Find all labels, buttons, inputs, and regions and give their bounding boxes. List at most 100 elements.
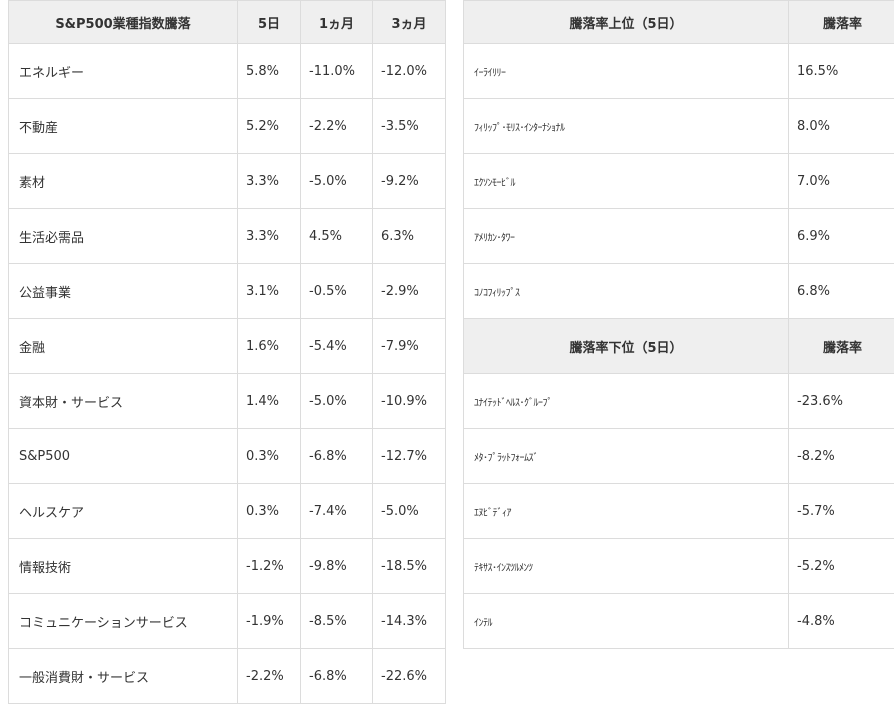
sector-5d-value: 1.4% bbox=[237, 373, 301, 429]
sector-5d-value: 0.3% bbox=[237, 483, 301, 539]
bottom-stock-name: ｴﾇﾋﾞﾃﾞｨｱ bbox=[463, 483, 789, 539]
sector-5d-value: 5.8% bbox=[237, 43, 301, 99]
sector-5d-value: 5.2% bbox=[237, 98, 301, 154]
sector-row: S&P500 0.3% -6.8% -12.7% bbox=[8, 428, 446, 484]
sector-3m-value: -12.0% bbox=[372, 43, 446, 99]
sector-3m-value: -14.3% bbox=[372, 593, 446, 649]
sector-row: 不動産 5.2% -2.2% -3.5% bbox=[8, 98, 446, 154]
top-change-value: 7.0% bbox=[788, 153, 894, 209]
sector-1m-value: -5.0% bbox=[300, 373, 373, 429]
sector-row: 資本財・サービス 1.4% -5.0% -10.9% bbox=[8, 373, 446, 429]
sector-3m-value: -2.9% bbox=[372, 263, 446, 319]
sector-3m-value: -7.9% bbox=[372, 318, 446, 374]
bottom-change-value: -5.7% bbox=[788, 483, 894, 539]
bottom-header-row: 騰落率下位（5日） 騰落率 bbox=[463, 318, 894, 374]
top-header-value: 騰落率 bbox=[788, 0, 894, 44]
ranking-table-body: ｲｰﾗｲﾘﾘｰ 16.5% ﾌｨﾘｯﾌﾟ･ﾓﾘｽ･ｲﾝﾀｰﾅｼｮﾅﾙ 8.0% ｴｸｿﾝ… bbox=[463, 43, 894, 649]
top-stock-name: ﾌｨﾘｯﾌﾟ･ﾓﾘｽ･ｲﾝﾀｰﾅｼｮﾅﾙ bbox=[463, 98, 789, 154]
top-change-value: 8.0% bbox=[788, 98, 894, 154]
sector-row: 素材 3.3% -5.0% -9.2% bbox=[8, 153, 446, 209]
bottom-row: ｲﾝﾃﾙ -4.8% bbox=[463, 593, 894, 649]
sector-name: 素材 bbox=[8, 153, 238, 209]
bottom-change-value: -5.2% bbox=[788, 538, 894, 594]
bottom-stock-name: ｲﾝﾃﾙ bbox=[463, 593, 789, 649]
sector-name: 金融 bbox=[8, 318, 238, 374]
bottom-stock-name: ﾃｷｻｽ･ｲﾝｽﾂﾙﾒﾝﾂ bbox=[463, 538, 789, 594]
sector-1m-value: 4.5% bbox=[300, 208, 373, 264]
bottom-header-name: 騰落率下位（5日） bbox=[463, 318, 789, 374]
bottom-change-value: -4.8% bbox=[788, 593, 894, 649]
top-change-value: 6.9% bbox=[788, 208, 894, 264]
top-stock-name: ｺﾉｺﾌｨﾘｯﾌﾟｽ bbox=[463, 263, 789, 319]
sector-row: 公益事業 3.1% -0.5% -2.9% bbox=[8, 263, 446, 319]
sector-5d-value: -1.2% bbox=[237, 538, 301, 594]
sector-name: 公益事業 bbox=[8, 263, 238, 319]
sector-table-body: エネルギー 5.8% -11.0% -12.0% 不動産 5.2% -2.2% -3.5% 素材… bbox=[8, 43, 446, 704]
sector-row: 情報技術 -1.2% -9.8% -18.5% bbox=[8, 538, 446, 594]
sector-row: エネルギー 5.8% -11.0% -12.0% bbox=[8, 43, 446, 99]
sector-1m-value: -7.4% bbox=[300, 483, 373, 539]
sector-row: ヘルスケア 0.3% -7.4% -5.0% bbox=[8, 483, 446, 539]
top-stock-name: ｲｰﾗｲﾘﾘｰ bbox=[463, 43, 789, 99]
sector-1m-value: -6.8% bbox=[300, 428, 373, 484]
bottom-row: ﾃｷｻｽ･ｲﾝｽﾂﾙﾒﾝﾂ -5.2% bbox=[463, 538, 894, 594]
sector-1m-value: -9.8% bbox=[300, 538, 373, 594]
top-stock-name: ｱﾒﾘｶﾝ･ﾀﾜｰ bbox=[463, 208, 789, 264]
sector-header-3m: 3ヵ月 bbox=[372, 0, 446, 44]
sector-1m-value: -8.5% bbox=[300, 593, 373, 649]
bottom-stock-name: ﾒﾀ･ﾌﾟﾗｯﾄﾌｫｰﾑｽﾞ bbox=[463, 428, 789, 484]
sector-header-1m: 1ヵ月 bbox=[300, 0, 373, 44]
sector-1m-value: -6.8% bbox=[300, 648, 373, 704]
bottom-change-value: -23.6% bbox=[788, 373, 894, 429]
top-row: ｲｰﾗｲﾘﾘｰ 16.5% bbox=[463, 43, 894, 99]
sector-header-row: S&P500業種指数騰落 5日 1ヵ月 3ヵ月 bbox=[8, 0, 446, 44]
sector-name: コミュニケーションサービス bbox=[8, 593, 238, 649]
top-header-row: 騰落率上位（5日） 騰落率 bbox=[463, 0, 894, 44]
sector-5d-value: 3.3% bbox=[237, 208, 301, 264]
top-header-name: 騰落率上位（5日） bbox=[463, 0, 789, 44]
top-stock-name: ｴｸｿﾝﾓｰﾋﾞﾙ bbox=[463, 153, 789, 209]
sector-name: 情報技術 bbox=[8, 538, 238, 594]
sector-1m-value: -2.2% bbox=[300, 98, 373, 154]
sector-5d-value: 3.1% bbox=[237, 263, 301, 319]
sector-1m-value: -5.4% bbox=[300, 318, 373, 374]
bottom-change-value: -8.2% bbox=[788, 428, 894, 484]
sector-name: 一般消費財・サービス bbox=[8, 648, 238, 704]
bottom-row: ﾕﾅｲﾃｯﾄﾞﾍﾙｽ･ｸﾞﾙｰﾌﾟ -23.6% bbox=[463, 373, 894, 429]
top-row: ｱﾒﾘｶﾝ･ﾀﾜｰ 6.9% bbox=[463, 208, 894, 264]
sector-name: S&P500 bbox=[8, 428, 238, 484]
sector-header-name: S&P500業種指数騰落 bbox=[8, 0, 238, 44]
top-change-value: 6.8% bbox=[788, 263, 894, 319]
sector-3m-value: 6.3% bbox=[372, 208, 446, 264]
sector-row: 一般消費財・サービス -2.2% -6.8% -22.6% bbox=[8, 648, 446, 704]
sector-name: ヘルスケア bbox=[8, 483, 238, 539]
sector-index-table: S&P500業種指数騰落 5日 1ヵ月 3ヵ月 エネルギー 5.8% -11.0% -… bbox=[8, 0, 446, 704]
sector-5d-value: -2.2% bbox=[237, 648, 301, 704]
sector-row: コミュニケーションサービス -1.9% -8.5% -14.3% bbox=[8, 593, 446, 649]
sector-3m-value: -22.6% bbox=[372, 648, 446, 704]
sector-1m-value: -5.0% bbox=[300, 153, 373, 209]
top-row: ﾌｨﾘｯﾌﾟ･ﾓﾘｽ･ｲﾝﾀｰﾅｼｮﾅﾙ 8.0% bbox=[463, 98, 894, 154]
sector-row: 金融 1.6% -5.4% -7.9% bbox=[8, 318, 446, 374]
sector-1m-value: -0.5% bbox=[300, 263, 373, 319]
top-change-value: 16.5% bbox=[788, 43, 894, 99]
sector-name: 生活必需品 bbox=[8, 208, 238, 264]
sector-row: 生活必需品 3.3% 4.5% 6.3% bbox=[8, 208, 446, 264]
sector-header-5d: 5日 bbox=[237, 0, 301, 44]
sector-name: 資本財・サービス bbox=[8, 373, 238, 429]
ranking-table: 騰落率上位（5日） 騰落率 ｲｰﾗｲﾘﾘｰ 16.5% ﾌｨﾘｯﾌﾟ･ﾓﾘｽ･ｲﾝﾀ… bbox=[463, 0, 894, 649]
sector-5d-value: -1.9% bbox=[237, 593, 301, 649]
bottom-row: ｴﾇﾋﾞﾃﾞｨｱ -5.7% bbox=[463, 483, 894, 539]
sector-3m-value: -10.9% bbox=[372, 373, 446, 429]
sector-3m-value: -18.5% bbox=[372, 538, 446, 594]
sector-1m-value: -11.0% bbox=[300, 43, 373, 99]
sector-5d-value: 3.3% bbox=[237, 153, 301, 209]
sector-3m-value: -5.0% bbox=[372, 483, 446, 539]
sector-name: 不動産 bbox=[8, 98, 238, 154]
sector-3m-value: -9.2% bbox=[372, 153, 446, 209]
sector-5d-value: 0.3% bbox=[237, 428, 301, 484]
sector-3m-value: -3.5% bbox=[372, 98, 446, 154]
bottom-row: ﾒﾀ･ﾌﾟﾗｯﾄﾌｫｰﾑｽﾞ -8.2% bbox=[463, 428, 894, 484]
sector-5d-value: 1.6% bbox=[237, 318, 301, 374]
top-row: ｺﾉｺﾌｨﾘｯﾌﾟｽ 6.8% bbox=[463, 263, 894, 319]
